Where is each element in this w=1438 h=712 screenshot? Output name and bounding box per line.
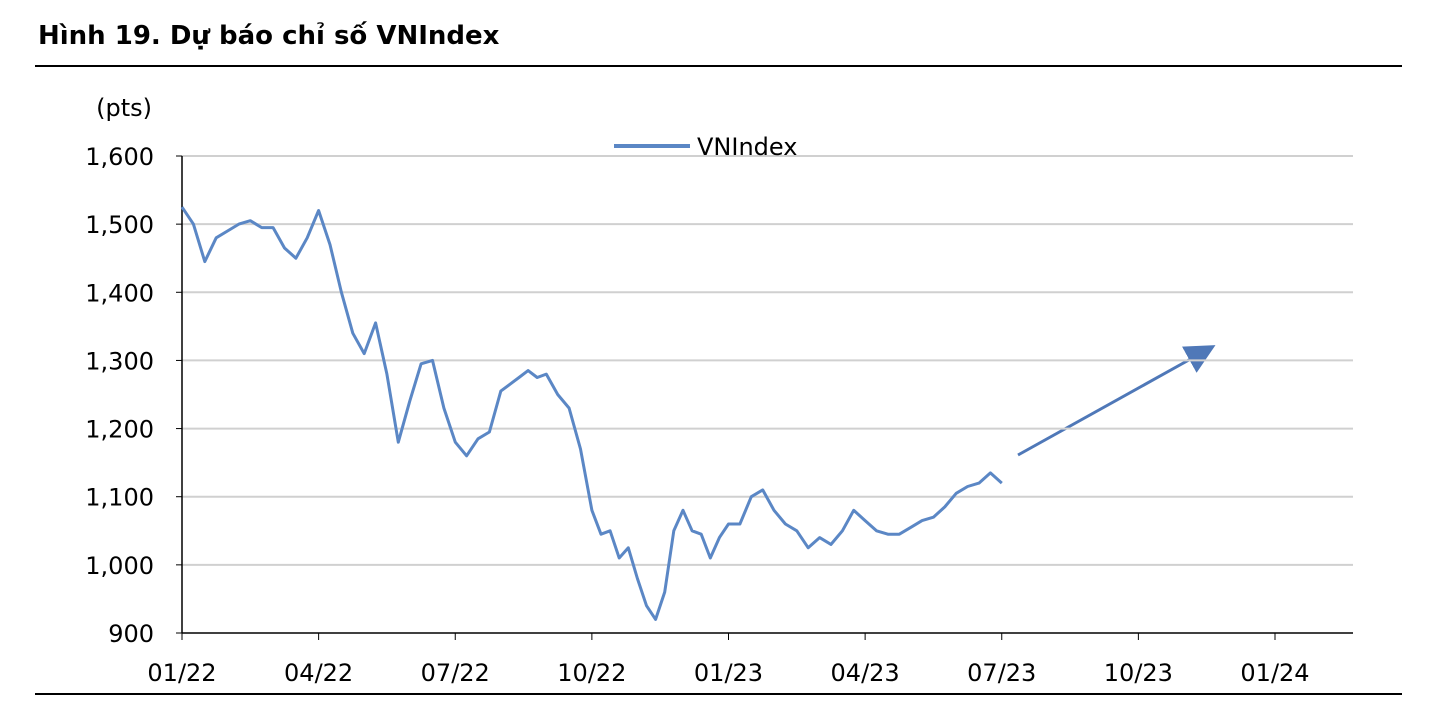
- y-tick-label: 1,200: [85, 416, 154, 444]
- x-tick-label: 04/23: [831, 659, 900, 687]
- x-tick-label: 07/23: [967, 659, 1036, 687]
- y-tick-label: 900: [108, 620, 154, 648]
- forecast-arrow: [1017, 345, 1216, 457]
- y-tick-label: 1,500: [85, 211, 154, 239]
- chart-title: Hình 19. Dự báo chỉ số VNIndex: [38, 20, 500, 51]
- y-tick-label: 1,000: [85, 552, 154, 580]
- x-tick-label: 04/22: [284, 659, 353, 687]
- y-tick-label: 1,300: [85, 347, 154, 375]
- x-tick-label: 07/22: [421, 659, 490, 687]
- y-tick-label: 1,100: [85, 484, 154, 512]
- data-line: [180, 206, 1003, 621]
- x-tick-label: 10/22: [557, 659, 626, 687]
- x-tick-label: 01/23: [694, 659, 763, 687]
- x-tick-label: 01/22: [147, 659, 216, 687]
- y-tick-label: 1,600: [85, 143, 154, 171]
- y-axis-label: (pts): [96, 94, 152, 122]
- y-tick-label: 1,400: [85, 279, 154, 307]
- x-tick-label: 10/23: [1104, 659, 1173, 687]
- x-tick-label: 01/24: [1240, 659, 1309, 687]
- legend-label: VNIndex: [697, 133, 797, 161]
